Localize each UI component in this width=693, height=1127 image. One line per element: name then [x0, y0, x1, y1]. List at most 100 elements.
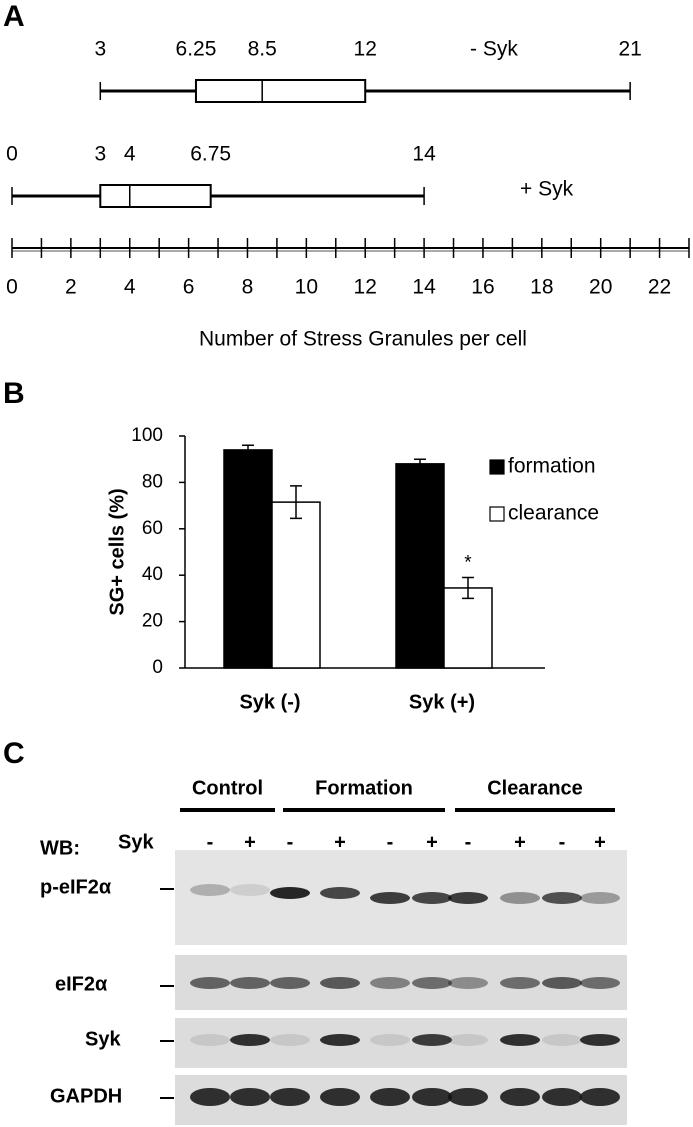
- box: [99, 184, 212, 208]
- blot-band: [500, 1034, 540, 1046]
- bar: [443, 587, 493, 669]
- x-tick-label: 0: [6, 276, 18, 299]
- blot-band: [500, 892, 540, 904]
- blot-band: [190, 1034, 230, 1046]
- blot-band: [412, 977, 452, 989]
- blot-band: [190, 977, 230, 989]
- bar: [223, 449, 273, 669]
- blot-band: [580, 977, 620, 989]
- lane-sign: -: [465, 831, 472, 853]
- blot-band: [448, 1034, 488, 1046]
- box-value-label: 3: [94, 143, 106, 166]
- group-label: Control: [192, 777, 263, 799]
- x-tick-label: 22: [648, 276, 671, 299]
- lane-sign: -: [207, 831, 214, 853]
- box: [194, 79, 367, 103]
- blot-band: [370, 892, 410, 904]
- x-tick-label: Syk (+): [409, 691, 475, 713]
- box-name: - Syk: [470, 38, 518, 61]
- y-tick-label: 20: [142, 611, 163, 632]
- blot-band: [270, 977, 310, 989]
- legend-label: formation: [508, 455, 596, 478]
- wb-label: WB:: [40, 837, 80, 859]
- box-value-label: 12: [354, 38, 377, 61]
- blot-band: [542, 892, 582, 904]
- blot-band: [412, 1088, 452, 1106]
- blot-band: [320, 887, 360, 899]
- blot-band: [580, 1088, 620, 1106]
- group-label: Formation: [315, 777, 413, 799]
- blot-band: [370, 1088, 410, 1106]
- lane-sign: +: [244, 831, 256, 853]
- blot-band: [542, 1088, 582, 1106]
- row-label: GAPDH: [50, 1085, 122, 1107]
- x-tick-label: 18: [530, 276, 553, 299]
- box-value-label: 8.5: [248, 38, 277, 61]
- lane-sign: +: [334, 831, 346, 853]
- blot-band: [580, 892, 620, 904]
- y-tick-label: 40: [142, 564, 163, 585]
- blot-band: [190, 884, 230, 896]
- row-label: eIF2α: [55, 973, 108, 995]
- lane-sign: -: [387, 831, 394, 853]
- x-tick-label: 10: [295, 276, 318, 299]
- panel-label: B: [3, 377, 25, 410]
- y-axis-label: SG+ cells (%): [106, 488, 128, 615]
- blot-band: [448, 977, 488, 989]
- error-bar: [290, 485, 302, 520]
- x-tick-label: 6: [183, 276, 195, 299]
- y-tick-label: 80: [142, 471, 163, 492]
- blot-band: [270, 887, 310, 899]
- blot-band: [270, 1034, 310, 1046]
- box-value-label: 21: [618, 38, 641, 61]
- legend-swatch: [489, 459, 505, 475]
- blot-band: [370, 1034, 410, 1046]
- x-tick-label: 12: [354, 276, 377, 299]
- lane-sign: -: [559, 831, 566, 853]
- blot-band: [542, 977, 582, 989]
- x-tick-label: 20: [589, 276, 612, 299]
- x-tick-label: 4: [124, 276, 136, 299]
- blot-band: [500, 1088, 540, 1106]
- box-value-label: 4: [124, 143, 136, 166]
- x-tick-label: 16: [471, 276, 494, 299]
- bar: [271, 501, 321, 669]
- box-value-label: 6.75: [190, 143, 231, 166]
- error-bar: [242, 444, 254, 456]
- x-tick-label: 8: [242, 276, 254, 299]
- blot-band: [412, 892, 452, 904]
- blot-band: [230, 1034, 270, 1046]
- blot-band: [230, 977, 270, 989]
- group-label: Clearance: [487, 777, 583, 799]
- y-tick-label: 100: [131, 425, 163, 446]
- x-tick-label: 14: [412, 276, 436, 299]
- blot-band: [500, 977, 540, 989]
- bar: [395, 463, 445, 669]
- x-tick-label: 2: [65, 276, 77, 299]
- blot-band: [448, 1088, 488, 1106]
- error-bar: [462, 576, 474, 600]
- panel-label: C: [3, 737, 25, 770]
- blot-band: [412, 1034, 452, 1046]
- blot-band: [270, 1088, 310, 1106]
- blot-band: [448, 892, 488, 904]
- blot-band: [230, 884, 270, 896]
- x-axis-label: Number of Stress Granules per cell: [199, 328, 527, 351]
- y-tick-label: 60: [142, 518, 163, 539]
- blot-band: [320, 1088, 360, 1106]
- row-label: p-eIF2α: [40, 876, 112, 898]
- box-value-label: 0: [6, 143, 18, 166]
- blot-band: [580, 1034, 620, 1046]
- blot-band: [320, 1034, 360, 1046]
- blot-band: [190, 1088, 230, 1106]
- lane-sign: +: [594, 831, 606, 853]
- box-value-label: 14: [412, 143, 436, 166]
- row-label: Syk: [85, 1028, 121, 1050]
- legend-swatch: [489, 506, 505, 522]
- lane-sign: +: [514, 831, 526, 853]
- error-bar: [414, 458, 426, 470]
- box-name: + Syk: [520, 178, 574, 201]
- annotation: *: [464, 553, 472, 574]
- box-value-label: 3: [94, 38, 106, 61]
